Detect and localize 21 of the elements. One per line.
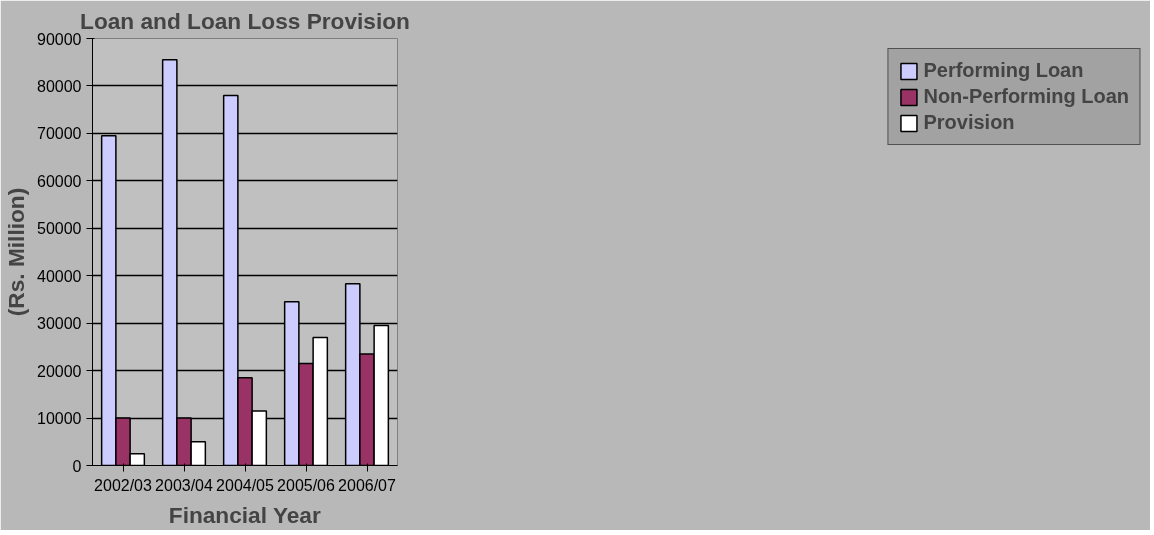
y-tick-label: 30000 [37,315,82,333]
y-tick-label: 10000 [37,410,82,428]
y-tick-label: 0 [72,457,82,475]
chart-title: Loan and Loan Loss Provision [80,7,410,34]
x-axis-title: Financial Year [168,501,321,528]
y-tick-label: 20000 [37,362,82,380]
legend-label: Provision [923,111,1016,134]
x-tick-label: 2004/05 [216,476,275,494]
y-tick-label: 50000 [37,220,82,238]
y-tick-label: 70000 [37,125,82,143]
x-tick-label: 2003/04 [155,476,214,494]
x-tick-label: 2005/06 [277,476,336,494]
legend-label: Performing Loan [923,59,1085,82]
legend-label: Non-Performing Loan [923,85,1129,108]
y-tick-label: 80000 [37,77,82,95]
y-tick-label: 60000 [37,172,82,190]
y-tick-label: 90000 [37,30,82,48]
y-tick-label: 40000 [37,267,82,285]
y-axis-title: (Rs. Million) [3,187,30,317]
x-tick-label: 2006/07 [338,476,397,494]
x-tick-label: 2002/03 [94,476,153,494]
